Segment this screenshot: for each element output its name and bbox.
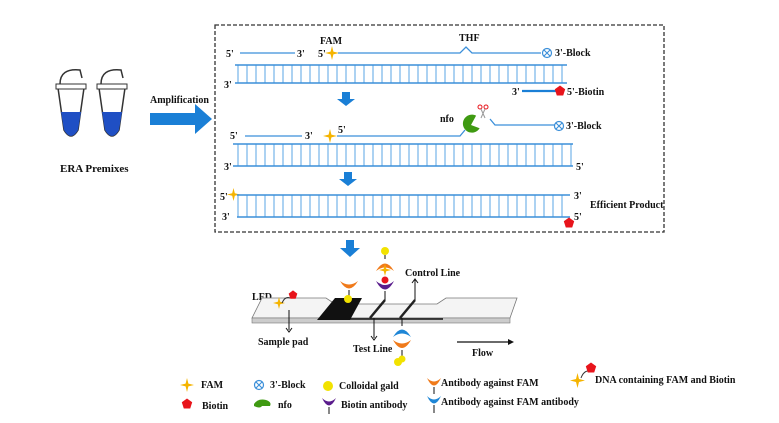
anti-fam-ab-antibody-icon xyxy=(393,329,411,337)
legend-label: nfo xyxy=(278,400,292,411)
biotin-antibody-icon xyxy=(376,281,394,290)
efficient-product-label: Efficient Product xyxy=(590,200,664,211)
colloidal-gold-icon xyxy=(344,295,352,303)
scissors-icon xyxy=(477,104,489,119)
fam-icon xyxy=(323,129,337,143)
biotin-icon xyxy=(288,290,298,299)
probe-strand xyxy=(338,46,541,54)
label: 5' xyxy=(230,131,238,142)
legend-label: Biotin xyxy=(202,401,229,412)
label: 5' xyxy=(220,192,228,203)
label: 3' xyxy=(222,212,230,223)
nfo-label: nfo xyxy=(440,114,454,125)
legend-label: DNA containing FAM and Biotin xyxy=(595,375,736,386)
amplification-arrow xyxy=(150,104,212,134)
label: 3' xyxy=(574,191,582,202)
legend-label: Colloidal gald xyxy=(339,381,399,392)
down-arrow xyxy=(337,92,355,106)
block-icon xyxy=(553,120,565,132)
legend-label: FAM xyxy=(201,380,224,391)
anti-fam-ab-antibody-icon xyxy=(427,396,441,404)
flow-label: Flow xyxy=(472,348,494,359)
anti-fam-antibody-icon xyxy=(427,378,441,386)
biotin-icon xyxy=(554,85,566,96)
anti-fam-antibody-icon xyxy=(340,281,358,289)
nfo-enzyme-icon xyxy=(462,114,480,133)
legend-label: 3'-Block xyxy=(270,380,306,391)
nfo-icon xyxy=(254,399,271,408)
legend-label: Antibody against FAM antibody xyxy=(441,397,579,408)
premix-label: ERA Premixes xyxy=(60,163,129,175)
fam-label: FAM xyxy=(320,36,343,47)
block-icon xyxy=(253,379,265,391)
label: 5' xyxy=(574,212,582,223)
biotin-antibody-icon xyxy=(322,398,336,406)
legend-label: Biotin antibody xyxy=(341,400,407,411)
label: 5' xyxy=(226,49,234,60)
fam-icon xyxy=(180,378,194,392)
label: 3'-Block xyxy=(566,121,602,132)
label: 5' xyxy=(338,125,346,136)
era-reaction-box xyxy=(214,24,665,233)
down-arrow xyxy=(339,172,357,186)
biotin-icon xyxy=(563,217,575,228)
control-line-label: Control Line xyxy=(405,268,461,279)
label: 3' xyxy=(297,49,305,60)
tube-icon xyxy=(55,69,87,137)
step2: 5' 3' 5' nfo 3'-Block 3' 5' xyxy=(224,104,602,173)
sample-pad-label: Sample pad xyxy=(258,337,309,348)
tube-icon xyxy=(96,69,128,137)
colloidal-gold-icon xyxy=(323,381,333,391)
label: 3'-Block xyxy=(555,48,591,59)
label: 5' xyxy=(576,162,584,173)
lateral-flow-strip xyxy=(251,297,518,324)
label: 3' xyxy=(224,80,232,91)
lfd-title: LFD xyxy=(252,292,272,303)
label: 3' xyxy=(305,131,313,142)
era-premix-tubes xyxy=(55,69,128,137)
biotin-icon xyxy=(181,398,193,409)
legend-label: Antibody against FAM xyxy=(441,378,539,389)
label: 3' xyxy=(512,87,520,98)
thf-label: THF xyxy=(459,33,480,44)
step1: 5' 3' 5' FAM THF 3'-Block 3' 3' 5'-Bioti… xyxy=(224,33,605,98)
fam-icon xyxy=(325,46,339,60)
block-icon xyxy=(541,47,553,59)
down-arrow xyxy=(340,240,360,257)
legend: FAM Biotin 3'-Block nfo Colloidal gald B… xyxy=(180,358,736,414)
test-line-label: Test Line xyxy=(353,344,393,355)
label: 3' xyxy=(224,162,232,173)
amplification-label: Amplification xyxy=(150,95,209,106)
step3: 5' 3' 3' 5' Efficient Product xyxy=(220,188,664,228)
label: 5'-Biotin xyxy=(567,87,605,98)
label: 5' xyxy=(318,49,326,60)
